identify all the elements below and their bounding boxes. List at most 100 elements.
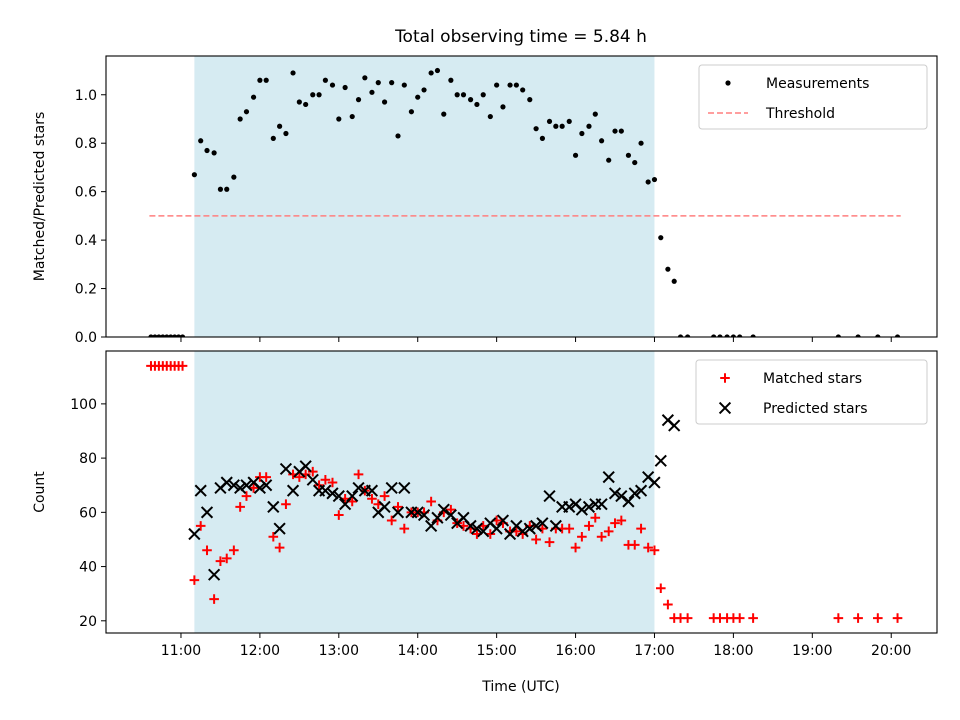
legend: Measurements Threshold [698, 64, 928, 130]
matched-stars-point [274, 542, 285, 553]
predicted-stars-point [200, 506, 214, 519]
y-axis-label: Count [32, 471, 48, 513]
measurements-point [250, 94, 257, 100]
measurements-point [658, 235, 664, 241]
predicted-stars-point [326, 487, 339, 500]
ratio-panel: 0.0 0.2 0.4 0.6 0.8 1.0 Matched/Predicted star… [32, 55, 938, 346]
measurements-point [553, 123, 559, 129]
measurements-point [632, 159, 638, 166]
observing-window-span [194, 56, 655, 337]
measurements-point [454, 92, 460, 98]
predicted-stars-point [470, 522, 484, 535]
predicted-stars-point [437, 503, 450, 516]
predicted-stars-point [188, 527, 201, 541]
matched-stars-point [570, 542, 581, 553]
measurements-point [316, 92, 322, 98]
measurements-point [156, 334, 162, 337]
matched-stars-point [596, 531, 607, 542]
measurements-point [527, 97, 533, 103]
predicted-stars-point [234, 481, 247, 495]
measurements-point [448, 77, 454, 83]
y-tick-label: 100 [70, 397, 97, 413]
predicted-stars-point [523, 522, 536, 535]
measurements-point [303, 101, 309, 108]
predicted-stars-point [260, 479, 273, 492]
measurements-point [533, 126, 539, 132]
y-tick-label: 20 [79, 614, 97, 630]
matched-stars-point [215, 556, 226, 566]
predicted-stars-point [654, 454, 667, 467]
predicted-stars-point [398, 481, 411, 495]
measurements-point [730, 334, 736, 337]
x-tick-label: 17:00 [634, 643, 674, 659]
legend-predicted-stars-swatch [718, 401, 732, 415]
matched-stars-point [748, 613, 758, 623]
measurements-point [148, 334, 154, 337]
x-tick-label: 12:00 [240, 643, 280, 659]
y-tick-label: 80 [79, 451, 97, 467]
y-tick-label: 40 [79, 560, 97, 576]
matched-stars-point [195, 521, 206, 531]
measurements-point [606, 157, 612, 163]
count-panel: 20 40 60 80 100 11:00 12:00 13:00 14:00 15:00 16:0… [32, 350, 938, 659]
matched-stars-point [682, 613, 693, 623]
y-tick-label: 0.4 [75, 233, 97, 249]
measurements-point [645, 179, 651, 185]
matched-stars-point [643, 542, 653, 553]
measurements-point [322, 77, 328, 83]
predicted-stars-point [279, 462, 293, 476]
predicted-stars-point [496, 514, 510, 527]
matched-stars-point [531, 534, 541, 545]
predicted-stars-point [668, 419, 681, 432]
measurements-point [572, 152, 579, 158]
matched-stars-point [367, 493, 377, 504]
matched-stars-point [209, 594, 219, 604]
measurements-point [191, 172, 197, 178]
measurements-point [257, 77, 263, 83]
matched-stars-point [616, 515, 627, 526]
matched-stars-point [663, 599, 673, 610]
measurements-point [500, 104, 506, 110]
measurements-point [434, 67, 441, 74]
matched-stars-point [655, 583, 666, 594]
predicted-stars-point [194, 484, 207, 497]
predicted-stars-point [417, 508, 431, 522]
measurements-point [875, 334, 881, 337]
predicted-stars-point [608, 487, 622, 500]
measurements-point [480, 92, 486, 98]
predicted-stars-point [615, 489, 628, 503]
measurements-point [546, 118, 553, 125]
predicted-stars-point [378, 500, 391, 514]
measurements-point [586, 123, 592, 129]
measurements-point [894, 334, 901, 337]
measurements-point [671, 278, 677, 284]
y-axis-label: Matched/Predicted stars [32, 112, 48, 282]
measurements-point [559, 123, 565, 129]
legend-measurements-label: Measurements [766, 76, 869, 92]
predicted-stars-point [306, 473, 319, 486]
measurements-point [724, 334, 730, 337]
matched-stars-point [235, 502, 245, 512]
matched-stars-point [353, 469, 364, 480]
measurements-point [389, 80, 395, 86]
measurements-point [369, 89, 375, 95]
predicted-stars-point [503, 527, 517, 541]
measurements-point [487, 113, 493, 120]
measurements-point [737, 334, 743, 337]
y-tick-label: 1.0 [75, 88, 97, 104]
measurements-point [211, 150, 217, 156]
matched-stars-point [399, 523, 410, 534]
measurements-point [224, 186, 230, 192]
predicted-stars-point [267, 500, 280, 514]
measurements-point [277, 123, 283, 129]
legend-predicted-stars-label: Predicted stars [763, 401, 868, 417]
predicted-stars-point [385, 481, 398, 495]
predicted-stars-point [299, 460, 312, 473]
measurements-point [164, 334, 170, 337]
y-tick-label: 0.6 [75, 185, 97, 201]
measurements-point [835, 334, 841, 337]
measurements-point [750, 334, 756, 337]
legend-box [695, 359, 928, 425]
x-tick-label: 11:00 [161, 643, 201, 659]
measurements-point [172, 334, 178, 337]
